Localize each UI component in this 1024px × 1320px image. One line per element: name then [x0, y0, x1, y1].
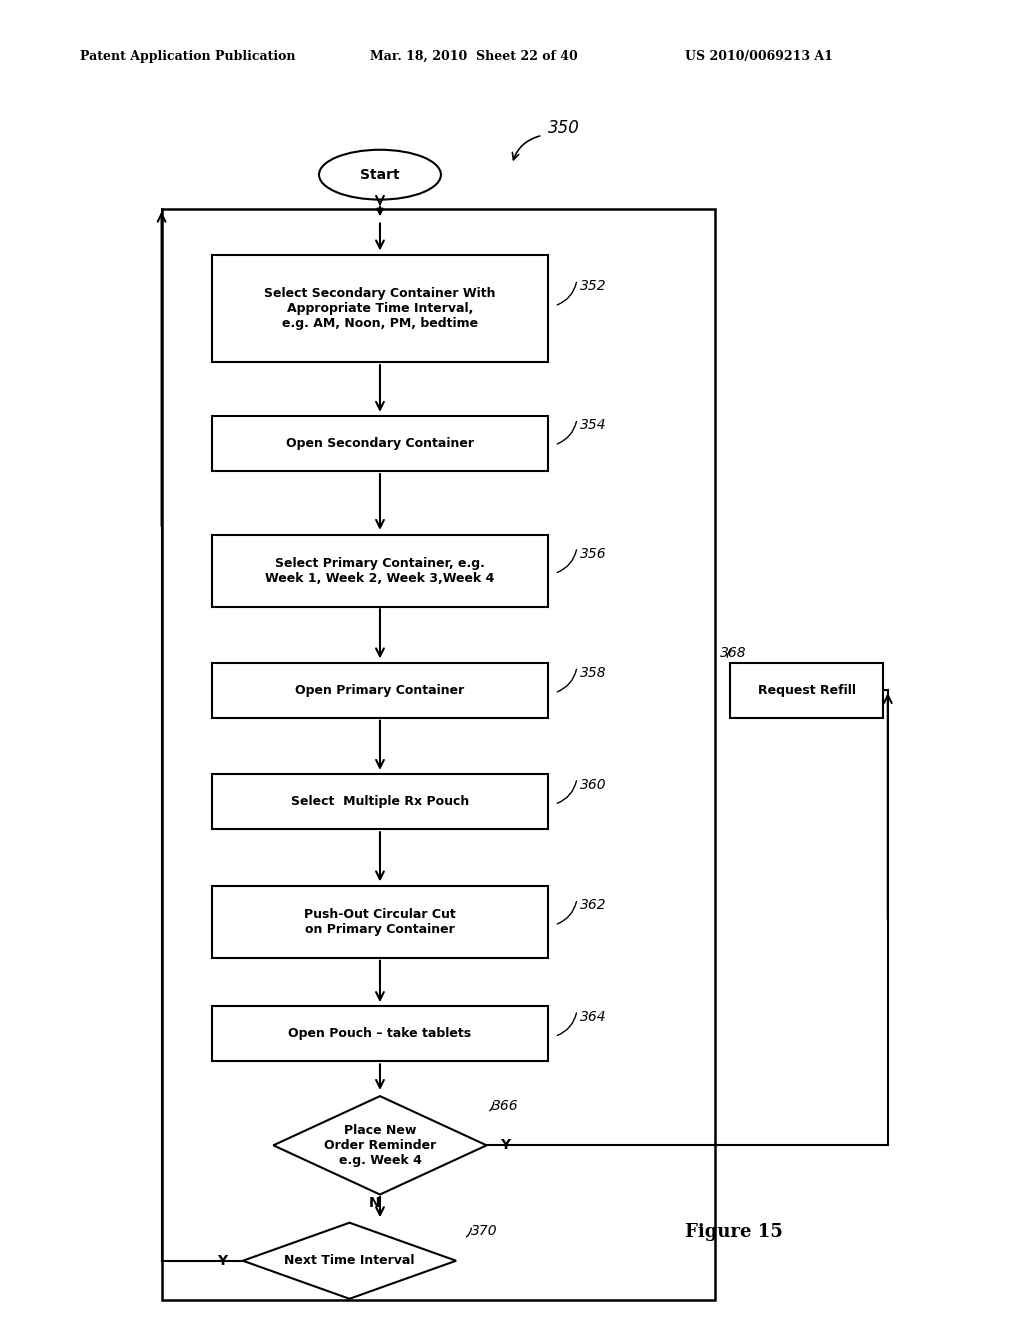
- Bar: [212, 416, 548, 471]
- Text: Y: Y: [500, 1138, 510, 1152]
- Text: N: N: [369, 1196, 381, 1210]
- Text: 358: 358: [580, 667, 606, 680]
- Text: Push-Out Circular Cut
on Primary Container: Push-Out Circular Cut on Primary Contain…: [304, 908, 456, 936]
- Bar: [212, 535, 548, 607]
- Text: Select Secondary Container With
Appropriate Time Interval,
e.g. AM, Noon, PM, be: Select Secondary Container With Appropri…: [264, 286, 496, 330]
- Bar: [212, 886, 548, 958]
- Text: Place New
Order Reminder
e.g. Week 4: Place New Order Reminder e.g. Week 4: [324, 1123, 436, 1167]
- Text: Open Secondary Container: Open Secondary Container: [286, 437, 474, 450]
- Text: Next Time Interval: Next Time Interval: [285, 1254, 415, 1267]
- Text: Mar. 18, 2010  Sheet 22 of 40: Mar. 18, 2010 Sheet 22 of 40: [370, 50, 578, 63]
- Text: 350: 350: [548, 119, 580, 137]
- Text: Figure 15: Figure 15: [685, 1224, 782, 1241]
- Text: US 2010/0069213 A1: US 2010/0069213 A1: [685, 50, 833, 63]
- Text: 360: 360: [580, 777, 606, 792]
- Text: Select Primary Container, e.g.
Week 1, Week 2, Week 3,Week 4: Select Primary Container, e.g. Week 1, W…: [265, 557, 495, 585]
- Text: 354: 354: [580, 418, 606, 432]
- Bar: [212, 663, 548, 718]
- Text: 370: 370: [471, 1224, 498, 1238]
- Text: Patent Application Publication: Patent Application Publication: [80, 50, 296, 63]
- Text: 368: 368: [720, 647, 746, 660]
- Text: Open Primary Container: Open Primary Container: [295, 684, 465, 697]
- Text: 366: 366: [492, 1100, 518, 1113]
- Text: Select  Multiple Rx Pouch: Select Multiple Rx Pouch: [291, 795, 469, 808]
- Bar: [162, 209, 715, 1300]
- Bar: [212, 1006, 548, 1061]
- Ellipse shape: [319, 149, 441, 199]
- Bar: [212, 774, 548, 829]
- Text: Y: Y: [217, 1254, 227, 1267]
- Polygon shape: [243, 1222, 456, 1299]
- Text: Start: Start: [360, 168, 399, 182]
- Text: Request Refill: Request Refill: [758, 684, 855, 697]
- Bar: [730, 663, 883, 718]
- Text: 352: 352: [580, 279, 606, 293]
- Polygon shape: [273, 1096, 486, 1195]
- Text: 356: 356: [580, 546, 606, 561]
- Bar: [212, 255, 548, 362]
- Text: 362: 362: [580, 898, 606, 912]
- Text: Open Pouch – take tablets: Open Pouch – take tablets: [289, 1027, 471, 1040]
- Text: 364: 364: [580, 1010, 606, 1024]
